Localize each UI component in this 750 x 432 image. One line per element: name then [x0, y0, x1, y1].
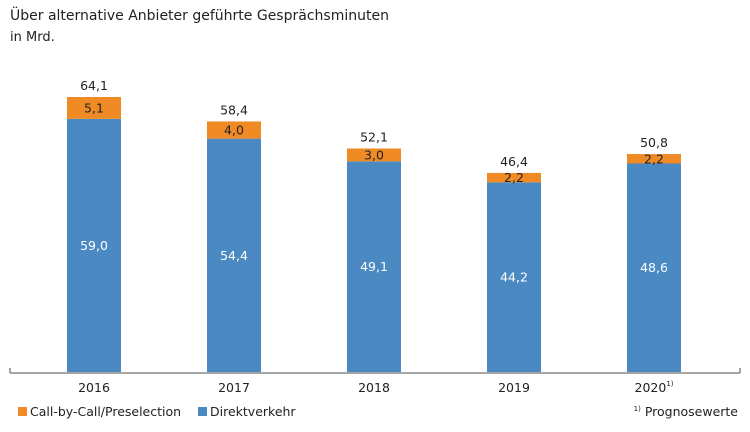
legend-label: Direktverkehr [210, 404, 296, 419]
legend-item-direktverkehr: Direktverkehr [198, 404, 296, 419]
x-tick-label: 20201) [635, 380, 674, 395]
data-label: 44,2 [500, 270, 528, 285]
x-tick-label: 2018 [358, 380, 390, 395]
bar-segment-call-by-call [347, 148, 401, 162]
bar-segment-direktverkehr [627, 163, 681, 372]
legend-swatch-orange [18, 407, 27, 416]
bar-segment-call-by-call [487, 172, 541, 183]
x-tick-label: 2019 [498, 380, 530, 395]
bar-segment-direktverkehr [487, 182, 541, 372]
total-label: 58,4 [220, 102, 248, 117]
bar-segment-direktverkehr [67, 118, 121, 372]
x-tick-label: 2016 [78, 380, 110, 395]
data-label: 59,0 [80, 238, 108, 253]
legend-label: Call-by-Call/Preselection [30, 404, 182, 419]
data-label: 5,1 [84, 100, 104, 115]
total-label: 50,8 [640, 135, 668, 150]
data-label: 3,0 [364, 147, 384, 162]
legend-swatch-blue [198, 407, 207, 416]
footnote-mark: 1) [666, 380, 673, 388]
data-label: 2,2 [644, 151, 664, 166]
footnote: 1) Prognosewerte [634, 404, 738, 419]
bar-segment-direktverkehr [207, 138, 261, 372]
stacked-bar-chart: 59,0 5,1 64,1 2016 54,4 4,0 58,4 2017 49,1 3,0 52,… [9, 78, 741, 395]
bar-segment-call-by-call [67, 97, 121, 119]
data-label: 4,0 [224, 123, 244, 138]
data-label: 54,4 [220, 248, 248, 263]
chart-title: Über alternative Anbieter geführte Gespr… [10, 8, 389, 24]
data-label: 48,6 [640, 260, 668, 275]
data-label: 49,1 [360, 259, 388, 274]
bar-segment-direktverkehr [347, 161, 401, 372]
x-tick-label: 2017 [218, 380, 250, 395]
total-label: 64,1 [80, 78, 108, 93]
total-label: 46,4 [500, 154, 528, 169]
chart-subtitle: in Mrd. [10, 30, 55, 45]
bar-segment-call-by-call [207, 121, 261, 139]
footnote-mark: 1) [633, 404, 641, 413]
bar-segment-call-by-call [627, 154, 681, 164]
total-label: 52,1 [360, 129, 388, 144]
footnote-text: Prognosewerte [644, 404, 738, 419]
legend-item-call-by-call: Call-by-Call/Preselection [18, 404, 181, 419]
data-label: 2,2 [504, 170, 524, 185]
